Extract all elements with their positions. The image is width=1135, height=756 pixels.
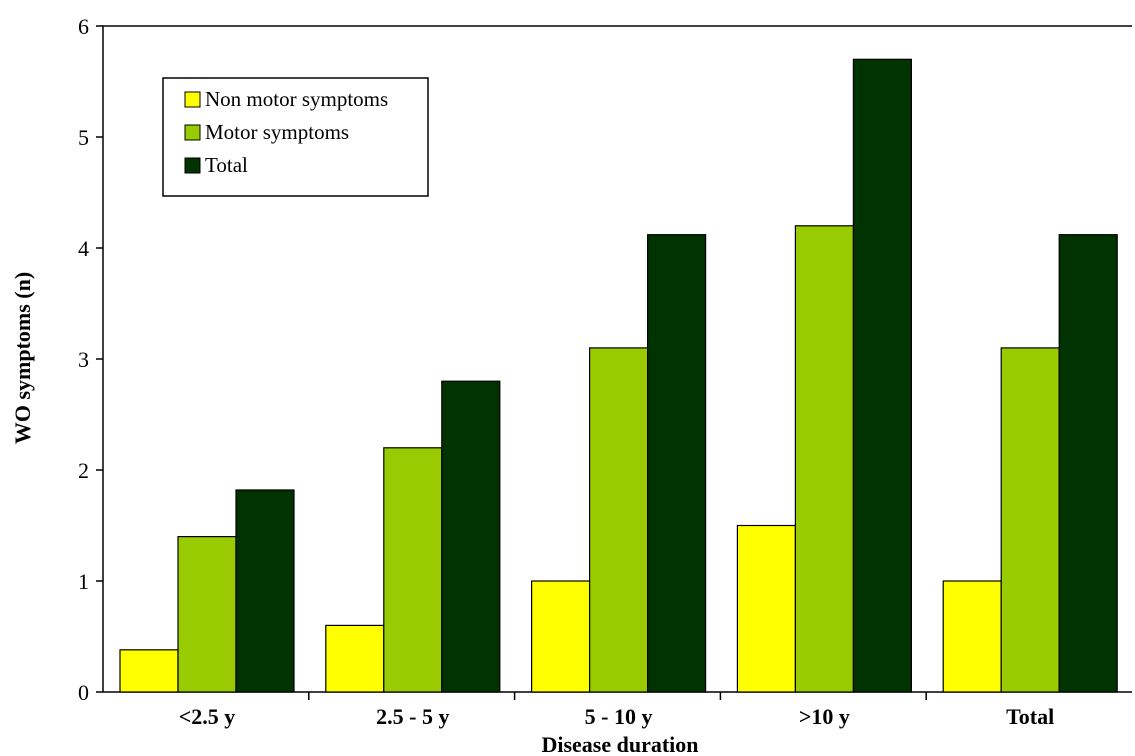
bar (119, 649, 179, 693)
y-tick-label: 0 (78, 680, 89, 705)
bar (588, 347, 649, 693)
x-tick-label: <2.5 y (179, 704, 236, 729)
y-axis-title: WO symptoms (n) (10, 272, 35, 444)
legend-label: Total (205, 153, 248, 177)
x-tick-label: 2.5 - 5 y (376, 704, 449, 729)
y-tick-label: 2 (78, 458, 89, 483)
x-tick-label: Total (1006, 704, 1054, 729)
y-tick-label: 6 (78, 14, 89, 39)
x-tick-label: 5 - 10 y (585, 704, 653, 729)
bars (119, 58, 1118, 693)
bar (852, 58, 913, 693)
legend-box (162, 77, 429, 197)
bar (325, 624, 385, 693)
legend: Non motor symptoms Motor symptoms Total (162, 77, 429, 197)
bar (1058, 234, 1118, 693)
x-axis-title: Disease duration (541, 732, 698, 756)
y-tick-label: 1 (78, 569, 89, 594)
y-tick-label: 4 (78, 236, 89, 261)
legend-swatch (184, 91, 201, 108)
legend-swatch (184, 124, 201, 141)
legend-swatch (184, 157, 201, 174)
y-tick-label: 5 (78, 125, 89, 150)
bar (441, 380, 501, 693)
x-tick-label: >10 y (799, 704, 850, 729)
y-axis-ticks: 0 1 2 3 4 5 6 (78, 14, 103, 705)
bar (736, 524, 797, 693)
bar (794, 225, 855, 693)
bar (177, 535, 237, 693)
bar (942, 580, 1002, 693)
bar (530, 580, 591, 693)
bar (235, 489, 295, 693)
y-tick-label: 3 (78, 347, 89, 372)
bar (383, 447, 443, 693)
legend-label: Motor symptoms (205, 120, 349, 144)
x-axis-ticks: <2.5 y 2.5 - 5 y 5 - 10 y >10 y Total (179, 692, 1054, 729)
bar (646, 234, 707, 693)
bar (1000, 347, 1060, 693)
legend-label: Non motor symptoms (205, 87, 388, 111)
